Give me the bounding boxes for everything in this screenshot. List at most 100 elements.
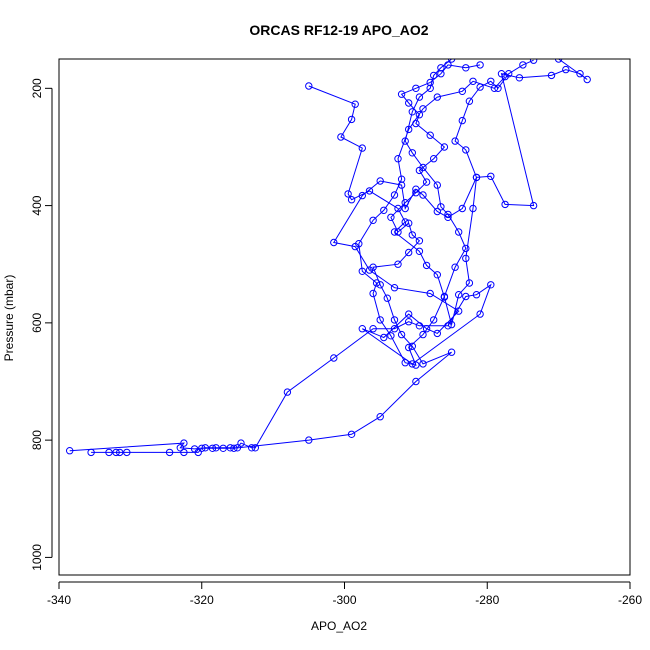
data-point	[433, 207, 441, 216]
data-point	[419, 360, 427, 368]
data-point	[529, 201, 538, 210]
data-point	[380, 206, 388, 215]
data-point	[419, 163, 427, 172]
data-point	[419, 105, 427, 113]
data-point	[426, 78, 434, 87]
data-point	[376, 413, 384, 421]
data-point	[430, 155, 438, 163]
data-point	[394, 204, 402, 213]
data-point	[405, 343, 413, 352]
data-point	[455, 291, 463, 299]
data-point	[437, 64, 445, 72]
data-point	[198, 444, 206, 452]
data-point	[433, 329, 441, 338]
data-point	[433, 271, 441, 279]
data-point	[305, 436, 313, 444]
data-point	[351, 100, 359, 108]
data-point	[283, 388, 292, 396]
data-point	[490, 84, 499, 93]
data-point	[390, 228, 399, 236]
data-point	[519, 61, 527, 69]
data-point	[387, 213, 395, 222]
data-point	[305, 82, 313, 90]
y-tick-label: 1000	[30, 544, 44, 571]
plot-frame	[58, 58, 631, 576]
x-tick-label: -340	[47, 593, 71, 607]
data-point	[501, 72, 509, 81]
data-point	[112, 448, 120, 457]
data-point	[248, 444, 256, 452]
data-point	[462, 64, 470, 72]
data-point	[180, 439, 188, 447]
data-point	[583, 75, 591, 84]
data-point	[458, 87, 466, 96]
x-axis: -340 -320 -300 -280 -260	[47, 581, 642, 607]
data-point	[465, 97, 474, 105]
data-point	[372, 279, 381, 287]
series-line	[308, 59, 534, 325]
data-point	[401, 137, 409, 145]
data-point	[462, 244, 470, 253]
data-point	[355, 240, 363, 248]
data-point	[447, 59, 456, 63]
data-point	[405, 248, 413, 257]
data-point	[397, 90, 406, 98]
data-point	[387, 332, 395, 340]
data-point	[369, 325, 377, 333]
data-point	[376, 281, 384, 289]
data-point	[405, 99, 413, 107]
data-point	[440, 143, 449, 151]
data-point	[401, 359, 409, 367]
y-tick-label: 200	[30, 78, 44, 98]
data-point	[422, 178, 431, 186]
data-point	[469, 77, 477, 86]
data-point	[390, 284, 399, 292]
data-point	[376, 177, 384, 185]
data-point	[330, 238, 338, 247]
data-point	[408, 342, 416, 350]
data-point	[251, 444, 260, 452]
data-point	[476, 61, 484, 69]
data-point	[412, 84, 420, 93]
y-axis-label: Pressure (mbar)	[2, 275, 16, 362]
data-point	[415, 237, 424, 245]
data-point	[437, 203, 445, 211]
data-point	[576, 70, 584, 78]
data-point	[487, 281, 495, 289]
data-point	[394, 155, 402, 163]
data-point	[554, 59, 563, 63]
data-point	[347, 430, 356, 438]
data-point	[405, 125, 413, 134]
data-point	[458, 116, 466, 125]
data-point	[230, 444, 238, 452]
data-point	[347, 196, 356, 204]
y-axis: 200 400 600 800 1000	[30, 78, 53, 571]
x-axis-label: APO_AO2	[311, 619, 367, 633]
data-point	[447, 348, 456, 356]
data-point	[426, 84, 434, 93]
data-point	[116, 448, 124, 457]
data-point	[562, 65, 570, 74]
data-point	[501, 200, 509, 209]
data-point	[337, 133, 345, 141]
data-point	[208, 444, 217, 452]
data-point	[469, 204, 477, 213]
x-tick-label: -280	[475, 593, 499, 607]
data-point	[444, 322, 452, 330]
data-point	[401, 204, 409, 213]
data-point	[394, 260, 402, 268]
data-point	[358, 267, 366, 275]
data-point	[458, 204, 466, 213]
data-point	[415, 111, 424, 119]
data-point	[412, 189, 420, 197]
data-point	[380, 333, 388, 342]
data-point	[422, 325, 431, 333]
data-point	[430, 71, 438, 80]
data-point	[390, 316, 399, 324]
data-point	[529, 59, 538, 64]
series-line	[91, 64, 481, 453]
data-point	[401, 199, 409, 207]
data-point	[437, 70, 445, 78]
data-point	[412, 361, 420, 369]
